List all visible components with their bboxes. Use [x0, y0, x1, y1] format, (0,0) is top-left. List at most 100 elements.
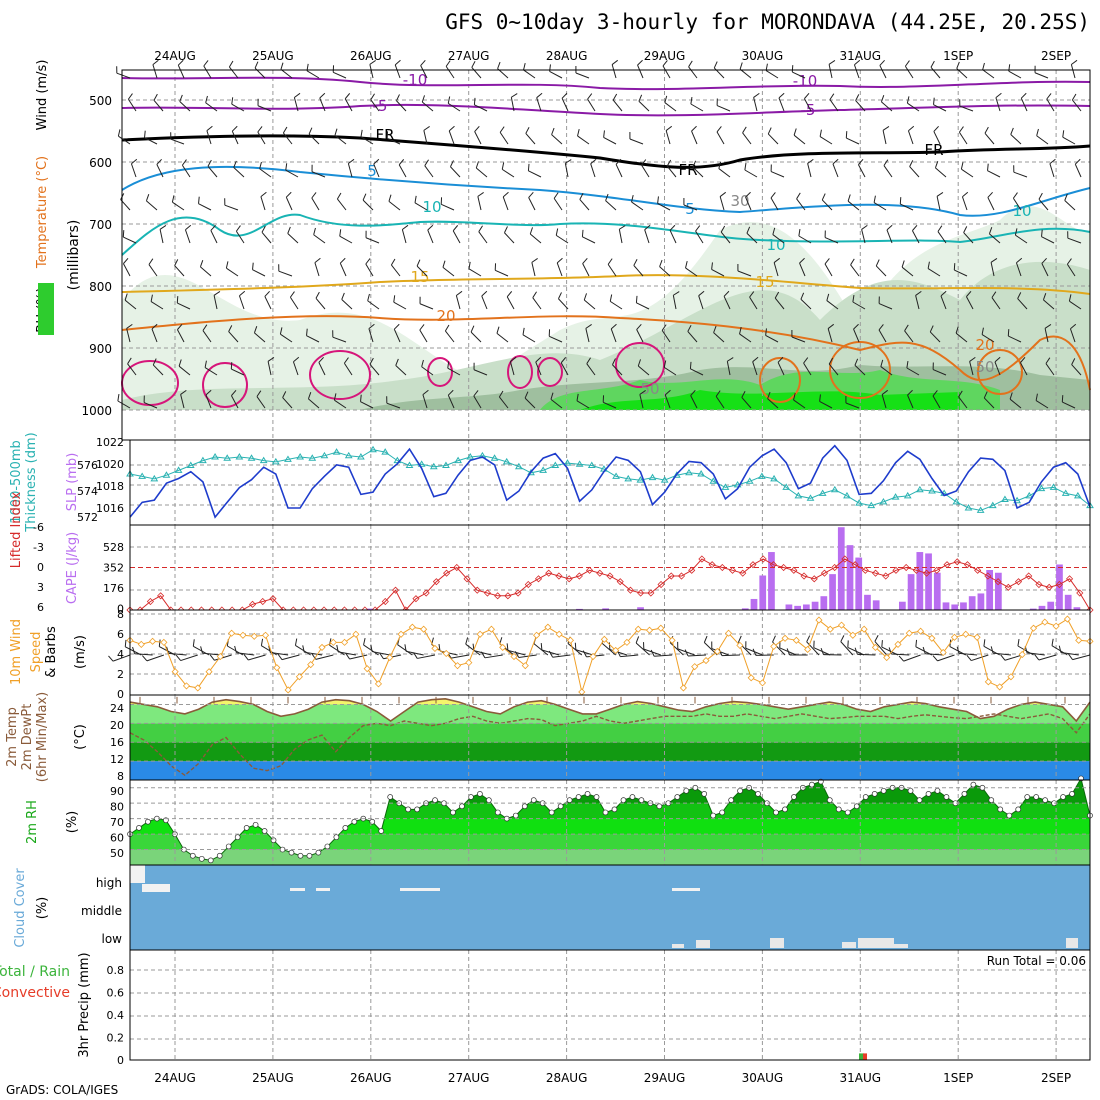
wind-barb-flag — [150, 294, 153, 302]
wind-barb-flag — [960, 162, 964, 170]
precip-panel-frame — [129, 949, 1091, 1061]
wind-speed-marker — [792, 636, 800, 644]
cloud-axis-label: Cloud Cover — [13, 868, 28, 948]
wind-barb — [231, 103, 245, 112]
wind-barb-flag — [983, 391, 988, 399]
thickness-marker — [1025, 491, 1034, 499]
wind-barb — [994, 361, 1001, 376]
lifted-index-marker — [453, 563, 461, 572]
wind-barb-flag — [423, 126, 430, 131]
wind-barb-flag — [179, 94, 183, 102]
cape-bar — [811, 601, 819, 610]
top-date-label: 2SEP — [1041, 49, 1071, 63]
wind-barb — [373, 163, 380, 178]
slp-tick-label: 1016 — [96, 502, 124, 515]
wind-barb — [829, 99, 839, 112]
thickness-marker — [1061, 489, 1070, 496]
wind-barb-flag — [336, 644, 339, 652]
rh-marker — [216, 852, 223, 859]
wind-speed-marker — [521, 662, 529, 670]
lifted-index-marker — [769, 561, 777, 569]
wind-barb — [206, 130, 212, 145]
temp2m-axis-label: 2m Temp2m DewPt(6hr Min/Max) — [5, 692, 50, 782]
wind-barb-flag — [561, 92, 568, 99]
wind-barb-flag — [444, 324, 450, 332]
wind-speed-marker — [386, 653, 394, 662]
wind-barb — [184, 229, 191, 244]
wind-barb-flag — [611, 59, 619, 65]
wind-barb-flag — [603, 130, 605, 138]
wind-speed-marker — [239, 631, 247, 639]
wind-barb — [641, 164, 650, 178]
contour-label: 10 — [1012, 202, 1031, 220]
wind-barb — [716, 131, 725, 145]
wind-barb-flag — [225, 261, 229, 269]
lifted-index-marker — [637, 589, 645, 597]
wind-barb — [278, 270, 293, 277]
cape-bar — [995, 572, 1002, 610]
wind-barb — [590, 163, 596, 178]
isotherm-25-closed — [202, 362, 248, 408]
rh-marker — [566, 797, 573, 803]
cape-bar — [977, 593, 985, 610]
wind-barb-flag — [294, 92, 301, 98]
wind-barb-flag — [956, 61, 960, 69]
wind-barb — [1045, 363, 1055, 376]
contour-label: 10 — [422, 198, 441, 216]
wind-barb — [739, 68, 752, 79]
wind-speed-marker — [160, 638, 168, 646]
wind-barb-flag — [786, 648, 791, 656]
contour-label: 5 — [685, 200, 695, 218]
wind-barb-flag — [447, 361, 450, 369]
wind-barb-flag — [583, 293, 587, 301]
lifted-index-marker — [269, 595, 277, 603]
wind-barb — [477, 196, 482, 211]
rh-marker — [584, 791, 591, 797]
wind-barb — [644, 229, 650, 244]
rh-marker — [378, 828, 385, 834]
wind-barb-flag — [690, 389, 696, 396]
wind-barb-flag — [901, 260, 905, 268]
wind-barb-flag — [235, 225, 241, 232]
wind-barb-flag — [803, 357, 809, 364]
wind-barb — [932, 395, 941, 409]
lifted-index-marker — [871, 569, 880, 577]
wind-barb — [744, 169, 758, 178]
rh-marker — [1069, 791, 1075, 797]
wind-barb-flag — [158, 639, 161, 647]
wind-barb — [692, 166, 704, 178]
wind-barb-flag — [691, 125, 697, 132]
wind-barb — [778, 97, 785, 112]
wind-barb — [886, 229, 893, 244]
bottom-date-label: 27AUG — [448, 1071, 490, 1085]
wind-barb — [473, 650, 492, 656]
bottom-date-label: 30AUG — [742, 1071, 784, 1085]
wind-barb-flag — [698, 290, 705, 297]
wind-barb-flag — [1049, 158, 1056, 165]
wind-barb-flag — [363, 637, 366, 646]
rh-marker — [835, 806, 842, 813]
wind-barb — [959, 652, 978, 656]
contour-label: FR — [375, 126, 394, 144]
wind-barb — [421, 366, 434, 376]
wind-speed-marker — [1007, 673, 1015, 681]
wind-speed-marker — [453, 662, 462, 670]
isotherm-25-closed — [427, 357, 453, 387]
wind-barb — [992, 652, 1011, 656]
rh-marker — [907, 787, 914, 794]
thickness-marker — [867, 501, 876, 509]
wind-barb-flag — [752, 356, 759, 363]
lifted-index-tick-label: -3 — [33, 541, 44, 554]
wind-speed-marker — [1041, 618, 1049, 626]
wind-barb-flag — [414, 195, 417, 203]
thickness-marker — [454, 456, 462, 464]
wind-barb — [875, 265, 887, 277]
wind-barb-flag — [318, 356, 324, 363]
wind-barb-flag — [586, 357, 591, 364]
wind-barb — [174, 265, 185, 277]
rh2m-axis-label: 2m RH — [25, 800, 40, 844]
wind-speed-marker — [499, 643, 507, 651]
rh-marker — [459, 803, 465, 810]
wind-barb-flag — [132, 646, 136, 654]
thickness-marker — [928, 487, 936, 494]
